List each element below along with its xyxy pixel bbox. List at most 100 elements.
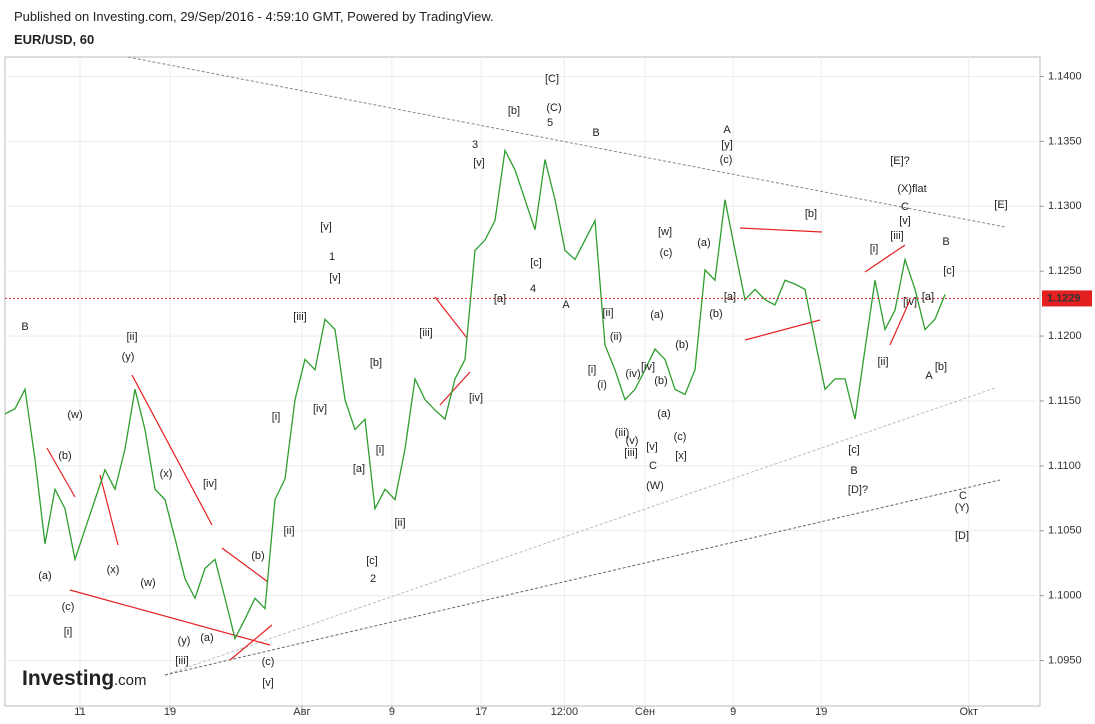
x-tick-label: Авг: [293, 706, 310, 718]
wave-label: (a): [650, 309, 663, 321]
y-tick-label: 1.1400: [1048, 70, 1082, 82]
wave-label: (b): [251, 550, 264, 562]
wave-label: 1: [329, 251, 335, 263]
wave-label: [b]: [805, 208, 817, 220]
wave-label: [iii]: [175, 655, 188, 667]
wave-label: [iii]: [890, 230, 903, 242]
last-price-label: 1.1229: [1047, 292, 1081, 304]
wave-line: [221, 547, 269, 583]
price-line: [4, 148, 946, 641]
logo: Investing .com: [22, 667, 147, 690]
logo-suffix: .com: [114, 672, 147, 689]
wave-label: [i]: [588, 364, 597, 376]
wave-label: (v): [626, 435, 639, 447]
x-tick-label: 9: [730, 706, 736, 718]
wave-label: [v]: [646, 441, 658, 453]
annotations: B [ii] (y) (w) (b) (a) (c) [i] (x) (w) (x) [iv] (b) (…: [21, 73, 1007, 689]
x-tick-label: 9: [389, 706, 395, 718]
wave-label: (C): [546, 102, 561, 114]
wave-label: B: [942, 236, 949, 248]
wave-label: [a]: [922, 291, 934, 303]
y-tick-label: 1.0950: [1048, 654, 1082, 666]
wave-label: A: [723, 124, 731, 136]
x-tick-label: Окт: [959, 706, 978, 718]
x-tick-label: 19: [815, 706, 827, 718]
wave-label: [v]: [320, 221, 332, 233]
wave-label: (X)flat: [897, 183, 926, 195]
x-tick-label: 17: [475, 706, 487, 718]
wave-label: [E]: [994, 199, 1007, 211]
wave-label: [v]: [899, 215, 911, 227]
wave-label: [v]: [329, 272, 341, 284]
trend-lines: [46, 56, 1006, 676]
wave-line: [439, 371, 471, 406]
wave-label: [C]: [545, 73, 559, 85]
wave-label: (a): [38, 570, 51, 582]
chart-title: EUR/USD, 60: [14, 32, 94, 47]
y-tick-label: 1.1050: [1048, 525, 1082, 537]
wave-label: (c): [62, 601, 75, 613]
y-tick-label: 1.1350: [1048, 135, 1082, 147]
wave-label: [D]: [955, 530, 969, 542]
wave-label: [w]: [658, 226, 672, 238]
wave-label: (a): [200, 632, 213, 644]
x-tick-label: Сен: [635, 706, 655, 718]
wave-label: (b): [675, 339, 688, 351]
wave-label: [a]: [494, 293, 506, 305]
wave-label: B: [592, 127, 599, 139]
wave-label: (W): [646, 480, 664, 492]
wave-label: [iv]: [641, 361, 655, 373]
wave-label: [c]: [848, 444, 860, 456]
trend-line: [127, 56, 1006, 228]
wave-label: (iii): [615, 427, 630, 439]
wave-label: C: [649, 460, 657, 472]
x-tick-label: 11: [74, 706, 85, 718]
wave-label: [iv]: [203, 478, 217, 490]
wave-label: [i]: [870, 243, 879, 255]
wave-line: [744, 319, 821, 341]
wave-label: [x]: [675, 450, 687, 462]
wave-label: [E]?: [890, 155, 910, 167]
wave-line: [46, 447, 76, 498]
plot: 1.1229: [4, 148, 1092, 641]
y-tick-label: 1.1100: [1048, 460, 1081, 472]
wave-label: [b]: [935, 361, 947, 373]
wave-label: [v]: [473, 157, 485, 169]
wave-label: [ii]: [603, 307, 614, 319]
x-tick-label: 12:00: [551, 706, 579, 718]
wave-label: [y]: [721, 139, 733, 151]
y-tick-label: 1.1200: [1048, 330, 1082, 342]
wave-line: [889, 299, 911, 346]
wave-label: [iv]: [469, 392, 483, 404]
y-tick-label: 1.1000: [1048, 590, 1082, 602]
wave-label: [iii]: [624, 447, 637, 459]
wave-label: [i]: [376, 444, 385, 456]
wave-label: (a): [657, 408, 670, 420]
wave-line: [229, 624, 273, 661]
wave-label: [c]: [366, 555, 378, 567]
wave-label: [ii]: [395, 517, 406, 529]
wave-label: A: [562, 299, 570, 311]
wave-label: (x): [160, 468, 173, 480]
wave-label: (w): [67, 409, 82, 421]
wave-line: [739, 227, 823, 233]
wave-line: [864, 244, 906, 273]
wave-label: [c]: [530, 257, 542, 269]
wave-label: [ii]: [127, 331, 138, 343]
wave-label: [iii]: [419, 327, 432, 339]
wave-label: (Y): [955, 502, 970, 514]
wave-label: (x): [107, 564, 120, 576]
wave-label: (ii): [610, 331, 622, 343]
wave-label: [ii]: [284, 525, 295, 537]
wave-label: (c): [262, 656, 275, 668]
y-tick-label: 1.1300: [1048, 200, 1082, 212]
wave-label: [a]: [353, 463, 365, 475]
wave-label: B: [850, 465, 857, 477]
wave-label: [i]: [64, 626, 73, 638]
wave-label: (iv): [625, 368, 640, 380]
wave-label: [iv]: [903, 296, 917, 308]
grid: 1.0950 1.1000 1.1050 1.1100 1.1150 1.1200 1.12…: [5, 57, 1082, 718]
wave-label: 4: [530, 283, 536, 295]
trend-line: [164, 479, 1001, 676]
